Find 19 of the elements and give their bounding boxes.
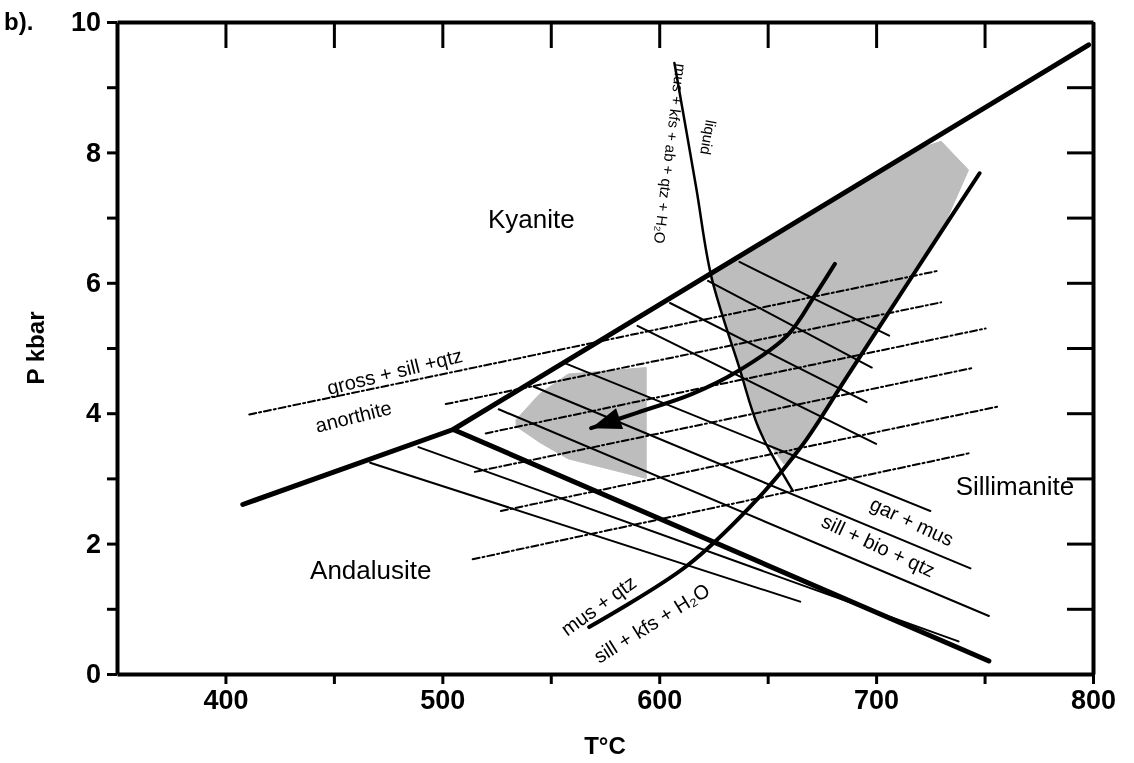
annotation: liquid [697, 118, 720, 157]
x-tick-label: 400 [203, 685, 249, 716]
annotation: Andalusite [310, 555, 432, 586]
y-tick-label: 4 [85, 398, 101, 429]
chart-title: b). [4, 8, 34, 35]
annotation: Sillimanite [955, 471, 1075, 502]
x-axis-title: T°C [584, 732, 626, 759]
annotation: gross + sill +qtz [324, 343, 465, 399]
y-axis-title: P kbar [22, 311, 49, 385]
x-tick-label: 500 [420, 685, 466, 716]
y-tick-label: 0 [85, 659, 101, 690]
x-tick-label: 700 [854, 685, 900, 716]
y-tick-label: 2 [85, 528, 101, 559]
y-tick-label: 10 [70, 7, 101, 38]
y-tick-label: 8 [85, 137, 101, 168]
y-tick-label: 6 [85, 267, 101, 298]
x-tick-label: 800 [1070, 685, 1117, 716]
annotation: Kyanite [487, 204, 575, 234]
x-tick-label: 600 [637, 685, 683, 716]
